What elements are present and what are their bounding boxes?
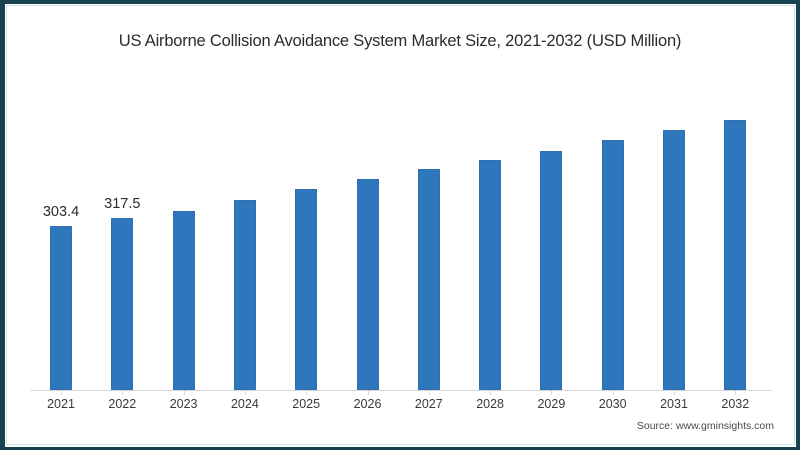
bar	[479, 160, 502, 390]
x-axis-tick	[551, 391, 553, 395]
x-axis-tick	[367, 391, 369, 395]
x-axis-tick-label: 2027	[414, 397, 443, 411]
x-axis-tick-label: 2021	[47, 397, 75, 411]
x-axis-tick	[244, 391, 246, 395]
source-attribution: Source: www.gminsights.com	[636, 420, 774, 432]
bar	[356, 179, 379, 390]
x-axis-tick	[183, 391, 185, 395]
chart-title: US Airborne Collision Avoidance System M…	[118, 32, 682, 50]
x-axis-tick-label: 2032	[721, 397, 750, 411]
x-axis-tick-label: 2024	[230, 397, 259, 411]
bar	[724, 120, 747, 390]
x-axis-tick	[612, 391, 614, 395]
x-axis-tick-label: 2022	[108, 397, 137, 411]
x-axis-tick-label: 2023	[169, 397, 198, 411]
x-axis-tick-label: 2029	[537, 397, 566, 411]
x-axis-line	[30, 390, 772, 391]
bar	[172, 211, 195, 390]
bar	[540, 151, 563, 390]
bar	[601, 140, 624, 390]
x-axis-tick	[428, 391, 430, 395]
bar-value-label: 303.4	[42, 204, 80, 220]
x-axis-tick	[490, 391, 492, 395]
x-axis-tick-label: 2031	[660, 397, 688, 411]
bar	[233, 200, 256, 390]
x-axis-tick	[306, 391, 308, 395]
x-axis-tick-label: 2030	[598, 397, 627, 411]
x-axis-tick	[61, 391, 62, 395]
x-axis-tick	[122, 391, 124, 395]
x-axis-tick-label: 2026	[353, 397, 382, 411]
x-axis-tick-label: 2028	[476, 397, 504, 411]
bar	[417, 169, 440, 390]
bar-value-label: 317.5	[104, 196, 141, 212]
bar	[111, 218, 134, 390]
bar	[295, 189, 318, 390]
x-axis-tick	[674, 391, 675, 395]
x-axis-tick	[735, 391, 737, 395]
x-axis-tick-label: 2025	[292, 397, 321, 411]
bar	[50, 226, 72, 390]
plot-area	[30, 78, 770, 390]
bar	[663, 130, 685, 390]
